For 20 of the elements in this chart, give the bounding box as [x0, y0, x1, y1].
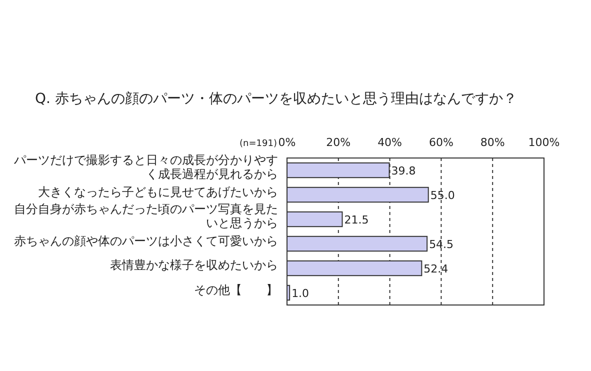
y-tick-label: その他【 】	[193, 282, 278, 297]
x-tick-label: 20%	[326, 136, 351, 149]
x-tick-label: 60%	[428, 136, 454, 149]
y-tick-label: 表情豊かな様子を収めたいから	[109, 258, 278, 272]
data-label: 55.0	[430, 188, 455, 202]
x-tick-label: 100%	[528, 136, 560, 149]
x-tick-label: 80%	[480, 136, 505, 149]
x-tick-label: 0%	[278, 136, 296, 149]
y-tick-label: 赤ちゃんの顔や体のパーツは小さくて可愛いから	[13, 234, 278, 248]
data-label: 54.5	[429, 238, 454, 251]
text: (n=191)	[240, 139, 277, 149]
y-tick-label: パーツだけで撮影すると日々の成長が分かりやすく成長過程が見れるから	[13, 153, 278, 182]
y-tick-label: 自分自身が赤ちゃんだった頃のパーツ写真を見たいと思うから	[13, 202, 278, 230]
data-label: 39.8	[391, 164, 416, 178]
x-tick-label: 40%	[378, 136, 402, 149]
data-label: 21.5	[344, 213, 369, 226]
y-tick-label: 大きくなったら子どもに見せてあげたいから	[37, 184, 278, 199]
data-label: 1.0	[292, 286, 310, 300]
chart-title: Q. 赤ちゃんの顔のパーツ・体のパーツを収めたいと思う理由はなんですか？	[35, 90, 517, 108]
data-label: 52.4	[424, 262, 448, 276]
